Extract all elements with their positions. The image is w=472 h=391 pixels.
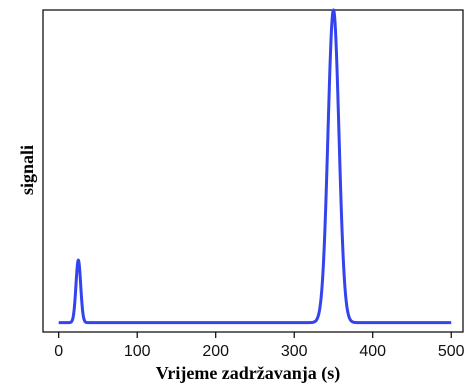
plot-frame <box>42 9 464 333</box>
x-tick-label: 400 <box>359 343 386 360</box>
x-tick-label: 300 <box>281 343 308 360</box>
series-line <box>57 8 453 325</box>
x-tick-label: 200 <box>202 343 229 360</box>
x-axis-title: Vrijeme zadržavanja (s) <box>156 363 341 384</box>
x-tick-label: 0 <box>54 343 63 360</box>
y-axis-title: signali <box>17 145 37 195</box>
series-layer <box>57 8 453 325</box>
x-axis-ticks: 0 100 200 300 400 500 <box>54 332 465 360</box>
x-tick-label: 500 <box>438 343 465 360</box>
x-tick-label: 100 <box>124 343 151 360</box>
